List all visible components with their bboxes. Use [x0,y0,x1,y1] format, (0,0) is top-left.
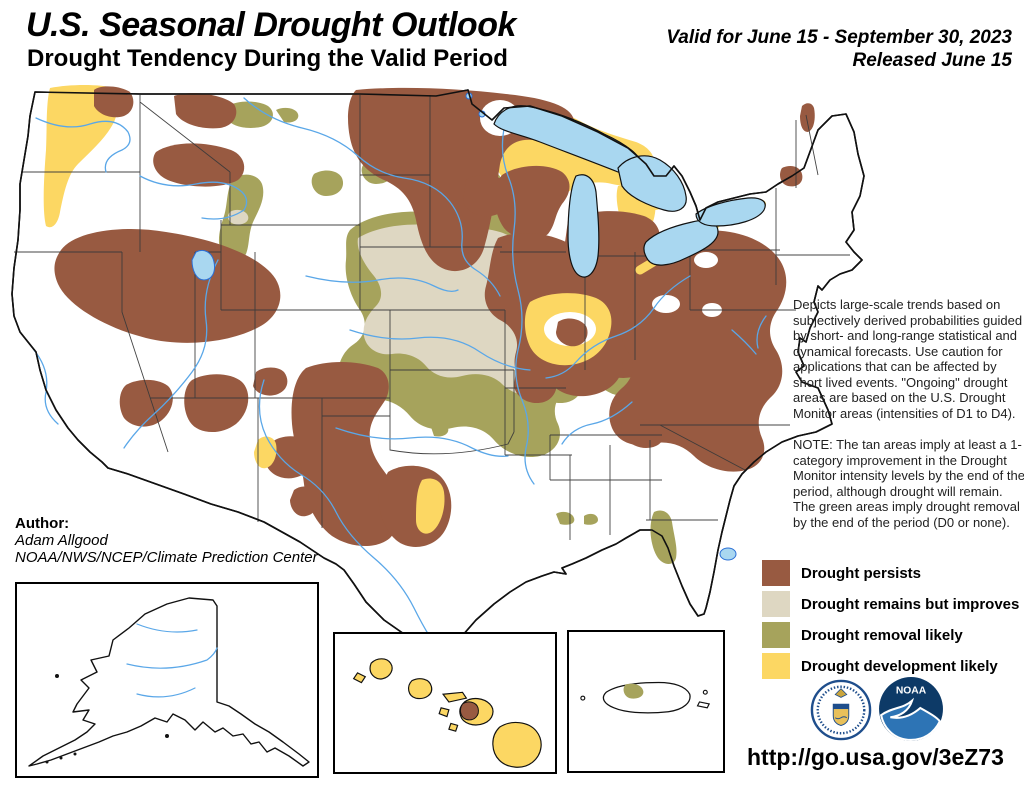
alaska-rivers [126,623,218,698]
author-name: Adam Allgood [15,532,108,549]
island-niihau [352,672,367,684]
pr-drought-removal [623,683,644,699]
noaa-logo-text: NOAA [896,686,927,697]
validity-range: Valid for June 15 - September 30, 2023 [666,27,1012,48]
island-oahu [407,678,433,700]
author-org: NOAA/NWS/NCEP/Climate Prediction Center [15,549,318,566]
legend-swatch-development [762,653,790,679]
conus-coast-restroke [11,89,865,665]
note-paragraph: NOTE: The tan areas imply at least a 1-c… [793,437,1024,530]
page-subtitle: Drought Tendency During the Valid Period [27,45,508,72]
hawaii-map [352,658,542,768]
puerto-rico-map [580,681,711,714]
commerce-seal-logo [810,679,872,741]
illinois-inner-brown [556,318,588,347]
maui-drought-persists [459,701,479,721]
rivers [33,97,767,641]
validity-released: Released June 15 [852,50,1012,71]
legend-item-removal: Drought removal likely [762,622,1019,648]
page-title: U.S. Seasonal Drought Outlook [26,6,516,44]
state-borders [14,95,850,540]
great-lakes [493,105,766,278]
hawaii-inset [333,632,557,774]
alaska-inset [15,582,319,778]
lake-okeechobee [719,547,737,561]
great-salt-lake [191,249,215,281]
island-hawaii [492,721,542,768]
puerto-rico-inset [567,630,725,773]
legend-swatch-improves [762,591,790,617]
legend-item-persists: Drought persists [762,560,1019,586]
island-kauai [369,658,393,680]
lake-michigan [567,174,600,278]
pr-small-islands [580,689,711,709]
island-molokai [441,691,468,703]
description-paragraph: Depicts large-scale trends based on subj… [793,297,1023,421]
author-heading: Author: [15,515,70,532]
noaa-logo: NOAA [879,677,943,741]
alaska-map [28,597,310,767]
legend-item-development: Drought development likely [762,653,1019,679]
legend-swatch-persists [762,560,790,586]
island-kahoolawe [448,722,459,732]
legend-swatch-removal [762,622,790,648]
map-legend: Drought persists Drought remains but imp… [762,560,1019,679]
lake-erie [643,219,719,266]
shortlink-url: http://go.usa.gov/3eZ73 [747,744,1004,770]
lake-huron [617,155,687,212]
aleutian-islands [45,674,169,764]
author-block: Author: Adam Allgood NOAA/NWS/NCEP/Clima… [15,515,318,566]
island-lanai [438,707,450,718]
conus-map [11,85,865,665]
legend-item-improves: Drought remains but improves [762,591,1019,617]
lake-ontario [695,197,766,227]
validity-block: Valid for June 15 - September 30, 2023 R… [666,26,1012,72]
